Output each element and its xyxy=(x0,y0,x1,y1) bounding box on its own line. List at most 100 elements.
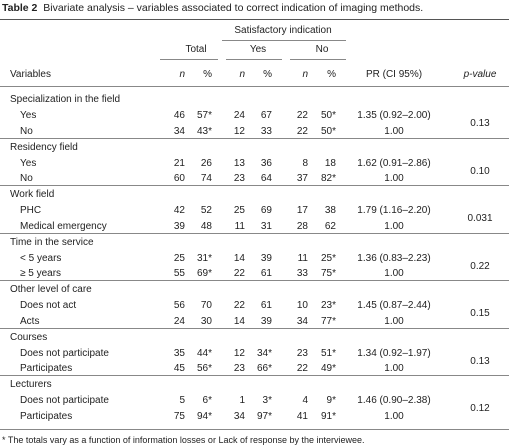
cell: 9* xyxy=(326,395,336,406)
cell-pvalue: 0.13 xyxy=(470,118,490,129)
rule xyxy=(222,40,346,41)
cell: 69* xyxy=(196,268,212,279)
cell-pr: 1.00 xyxy=(384,410,404,422)
cell-pvalue: 0.13 xyxy=(470,355,490,367)
cell: 3* xyxy=(262,395,272,406)
cell: 33 xyxy=(296,268,308,279)
cell: 12 xyxy=(233,125,245,137)
row-label: Participates xyxy=(20,410,73,422)
cell-pr: 1.00 xyxy=(384,315,404,327)
cell: 31* xyxy=(196,252,212,264)
cell: 39 xyxy=(173,220,185,232)
cell: 34 xyxy=(173,125,185,137)
cell: 66* xyxy=(256,363,272,374)
cell: 39 xyxy=(260,252,272,264)
rule xyxy=(0,375,509,376)
cell: 22 xyxy=(233,268,245,279)
header-pct: % xyxy=(327,69,336,80)
cell: 36 xyxy=(260,157,272,169)
cell: 22 xyxy=(233,300,245,311)
group-title: Work field xyxy=(10,189,55,200)
header-pr: PR (CI 95%) xyxy=(365,69,423,80)
cell: 49* xyxy=(320,363,336,374)
cell: 11 xyxy=(297,252,308,264)
cell-pr: 1.79 (1.16–2.20) xyxy=(357,205,431,216)
row-label: Yes xyxy=(20,110,37,121)
cell: 24 xyxy=(233,110,245,121)
row-label: No xyxy=(20,173,33,184)
cell: 37 xyxy=(296,173,308,184)
cell: 30 xyxy=(200,315,212,327)
cell: 12 xyxy=(233,347,245,359)
cell: 67 xyxy=(260,110,272,121)
cell: 50* xyxy=(320,125,336,137)
cell: 14 xyxy=(233,315,245,327)
header-no: No xyxy=(315,44,329,55)
cell: 34 xyxy=(296,315,308,327)
header-pct: % xyxy=(263,69,272,80)
rule xyxy=(226,59,282,60)
cell: 17 xyxy=(296,205,308,216)
cell: 13 xyxy=(233,157,245,169)
cell-pvalue: 0.12 xyxy=(470,403,490,414)
group-title: Specialization in the field xyxy=(10,94,121,105)
cell: 97* xyxy=(256,410,272,422)
cell: 55 xyxy=(173,268,185,279)
rule xyxy=(0,137,509,139)
cell: 24 xyxy=(173,315,185,327)
row-label: Does not participate xyxy=(20,395,109,406)
cell: 4 xyxy=(302,395,308,406)
cell: 42 xyxy=(173,205,185,216)
caption-label: Table 2 xyxy=(2,2,38,14)
cell: 22 xyxy=(296,125,308,137)
cell: 43* xyxy=(196,125,212,137)
cell: 25 xyxy=(233,205,245,216)
cell: 74 xyxy=(200,173,212,184)
cell: 82* xyxy=(320,173,336,184)
cell-pr: 1.00 xyxy=(384,173,404,184)
cell: 6* xyxy=(202,395,212,406)
rule xyxy=(0,19,509,20)
cell: 23 xyxy=(233,363,245,374)
cell: 60 xyxy=(173,173,185,184)
cell: 33 xyxy=(260,125,272,137)
cell: 23 xyxy=(233,173,245,184)
cell: 64 xyxy=(260,173,272,184)
cell-pr: 1.45 (0.87–2.44) xyxy=(357,300,431,311)
cell: 44* xyxy=(196,347,212,359)
header-pvalue: p-value xyxy=(463,69,497,80)
footnote: * The totals vary as a function of infor… xyxy=(2,435,365,445)
cell: 91* xyxy=(320,410,336,422)
header-group: Satisfactory indication xyxy=(234,25,332,36)
cell: 38 xyxy=(324,205,336,216)
rule xyxy=(0,429,509,430)
row-label: No xyxy=(20,125,33,137)
cell: 61 xyxy=(260,268,272,279)
cell: 46 xyxy=(173,110,185,121)
cell: 28 xyxy=(296,220,308,232)
cell: 39 xyxy=(260,315,272,327)
cell: 31 xyxy=(260,220,272,232)
row-label: Yes xyxy=(20,157,37,169)
header-pct: % xyxy=(203,69,212,80)
row-label: Acts xyxy=(20,315,40,327)
rule xyxy=(160,59,218,60)
cell-pr: 1.35 (0.92–2.00) xyxy=(357,110,431,121)
cell: 22 xyxy=(296,110,308,121)
cell: 75 xyxy=(173,410,185,422)
cell: 14 xyxy=(233,252,245,264)
cell-pr: 1.62 (0.91–2.86) xyxy=(357,157,431,169)
group-title: Residency field xyxy=(10,141,78,153)
rule xyxy=(0,280,509,281)
rule xyxy=(0,327,509,329)
row-label: < 5 years xyxy=(20,252,62,264)
rule xyxy=(0,232,509,234)
cell: 18 xyxy=(324,157,336,169)
group-title: Time in the service xyxy=(10,236,94,248)
cell: 52 xyxy=(200,205,212,216)
cell: 5 xyxy=(179,395,185,406)
cell: 45 xyxy=(173,363,185,374)
rule xyxy=(0,185,509,186)
cell: 8 xyxy=(302,157,308,169)
